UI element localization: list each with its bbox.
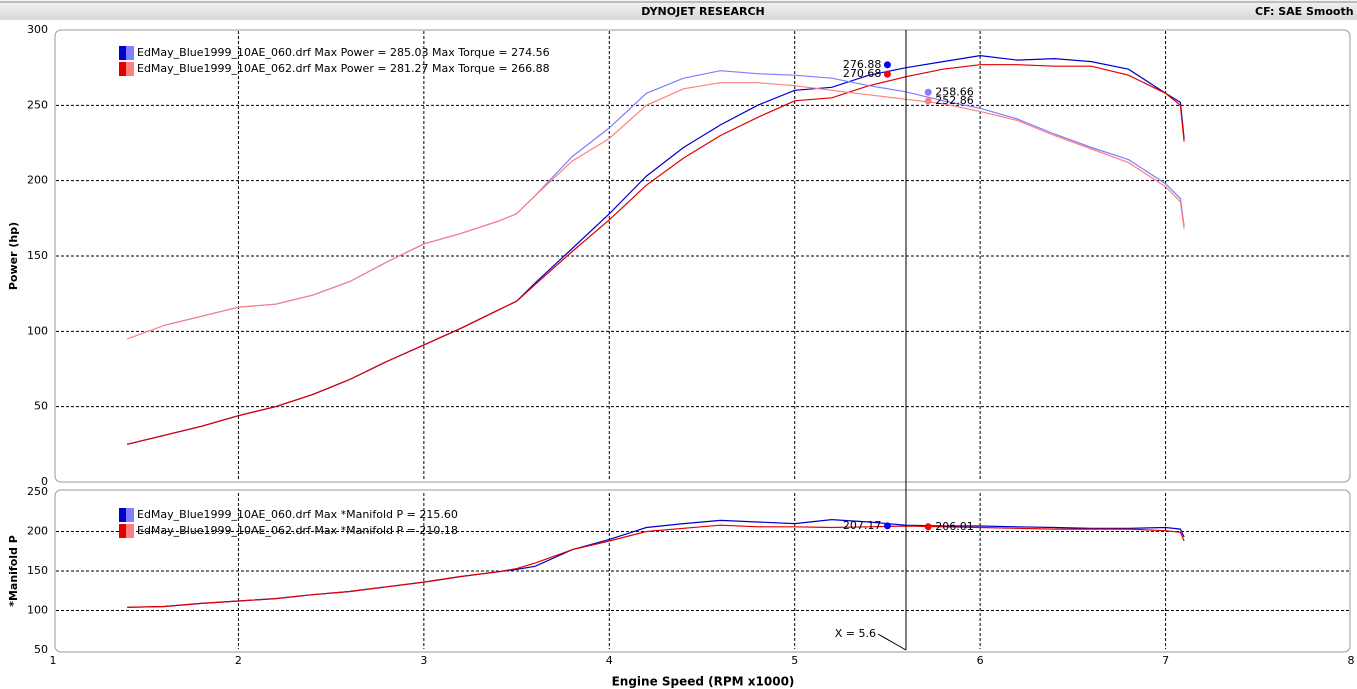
y-tick-label: 50 bbox=[34, 643, 48, 656]
x-axis-title: Engine Speed (RPM x1000) bbox=[612, 675, 795, 689]
y-tick-label: 100 bbox=[27, 324, 48, 337]
marker-label: 206.01 bbox=[935, 520, 974, 533]
title-bar bbox=[0, 0, 1357, 20]
x-tick-label: 2 bbox=[235, 654, 242, 667]
y-tick-label: 300 bbox=[27, 23, 48, 36]
chart-title: DYNOJET RESEARCH bbox=[641, 5, 764, 18]
x-tick-label: 6 bbox=[977, 654, 984, 667]
legend-label: EdMay_Blue1999_10AE_060.drf Max Power = … bbox=[137, 46, 550, 59]
legend-swatch bbox=[126, 508, 134, 522]
legend-label: EdMay_Blue1999_10AE_062.drf Max Power = … bbox=[137, 62, 550, 75]
y-tick-label: 250 bbox=[27, 98, 48, 111]
marker-label: 270.68 bbox=[843, 67, 882, 80]
marker-label: 252.86 bbox=[935, 94, 974, 107]
cursor-label: X = 5.6 bbox=[835, 627, 876, 640]
series-line bbox=[126, 82, 1185, 340]
x-tick-label: 4 bbox=[606, 654, 613, 667]
x-tick-label: 5 bbox=[791, 654, 798, 667]
y-tick-label: 50 bbox=[34, 400, 48, 413]
legend-swatch bbox=[119, 508, 126, 522]
y-tick-label: 0 bbox=[41, 475, 48, 488]
y-tick-label: 150 bbox=[27, 249, 48, 262]
marker-dot bbox=[924, 97, 932, 105]
legend-swatch bbox=[126, 46, 134, 60]
x-tick-label: 8 bbox=[1348, 654, 1355, 667]
series-line bbox=[127, 64, 1185, 445]
legend-swatch bbox=[119, 62, 126, 76]
cursor-pointer bbox=[877, 633, 907, 651]
marker-dot bbox=[883, 70, 891, 78]
legend-swatch bbox=[119, 46, 126, 60]
marker-dot bbox=[883, 522, 891, 530]
series-line bbox=[127, 524, 1185, 608]
y-tick-label: 250 bbox=[27, 485, 48, 498]
x-tick-label: 1 bbox=[50, 654, 57, 667]
y-tick-label: 100 bbox=[27, 604, 48, 617]
marker-label: 276.88 bbox=[843, 58, 882, 71]
legend-swatch bbox=[126, 524, 134, 538]
marker-dot bbox=[883, 61, 891, 69]
y-tick-label: 200 bbox=[27, 525, 48, 538]
y-tick-label: 200 bbox=[27, 174, 48, 187]
marker-label: 258.66 bbox=[935, 85, 974, 98]
y-axis-title: *Manifold P bbox=[7, 535, 20, 607]
marker-label: 207.17 bbox=[843, 519, 882, 532]
x-tick-label: 7 bbox=[1162, 654, 1169, 667]
settings-text: CF: SAE Smooth bbox=[1255, 5, 1354, 18]
x-tick-label: 3 bbox=[420, 654, 427, 667]
y-axis-title: Power (hp) bbox=[7, 222, 20, 290]
legend-swatch bbox=[126, 62, 134, 76]
marker-dot bbox=[924, 88, 932, 96]
legend-label: EdMay_Blue1999_10AE_060.drf Max *Manifol… bbox=[137, 508, 458, 521]
y-tick-label: 150 bbox=[27, 564, 48, 577]
legend-label: EdMay_Blue1999_10AE_062.drf Max *Manifol… bbox=[137, 524, 458, 537]
legend-swatch bbox=[119, 524, 126, 538]
marker-dot bbox=[924, 523, 932, 531]
